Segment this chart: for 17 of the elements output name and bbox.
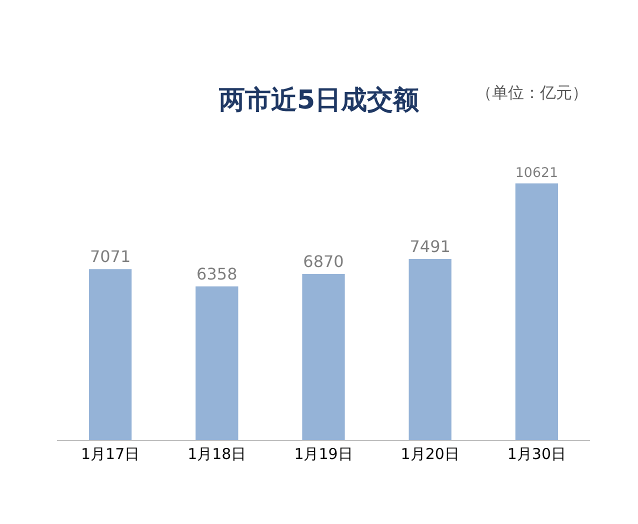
data-label: 7491 [410,236,450,256]
data-label: 6358 [196,264,238,284]
data-label: 7071 [90,247,131,266]
chart-title: 两市近5日成交额 [218,86,420,116]
data-label: 6870 [303,252,344,271]
x-tick-label: 1月17日 [80,445,140,463]
x-tick-label: 1月20日 [400,445,460,463]
bar [302,274,345,440]
text: （单位：亿元） [476,83,588,102]
x-tick-label: 1月19日 [294,445,353,463]
x-tick-label: 1月30日 [507,445,566,463]
bar [88,269,132,440]
bar [408,258,452,440]
x-tick-label: 1月18日 [188,445,246,463]
data-label: 10621 [515,166,558,182]
bar [196,286,238,440]
bar [515,183,558,440]
